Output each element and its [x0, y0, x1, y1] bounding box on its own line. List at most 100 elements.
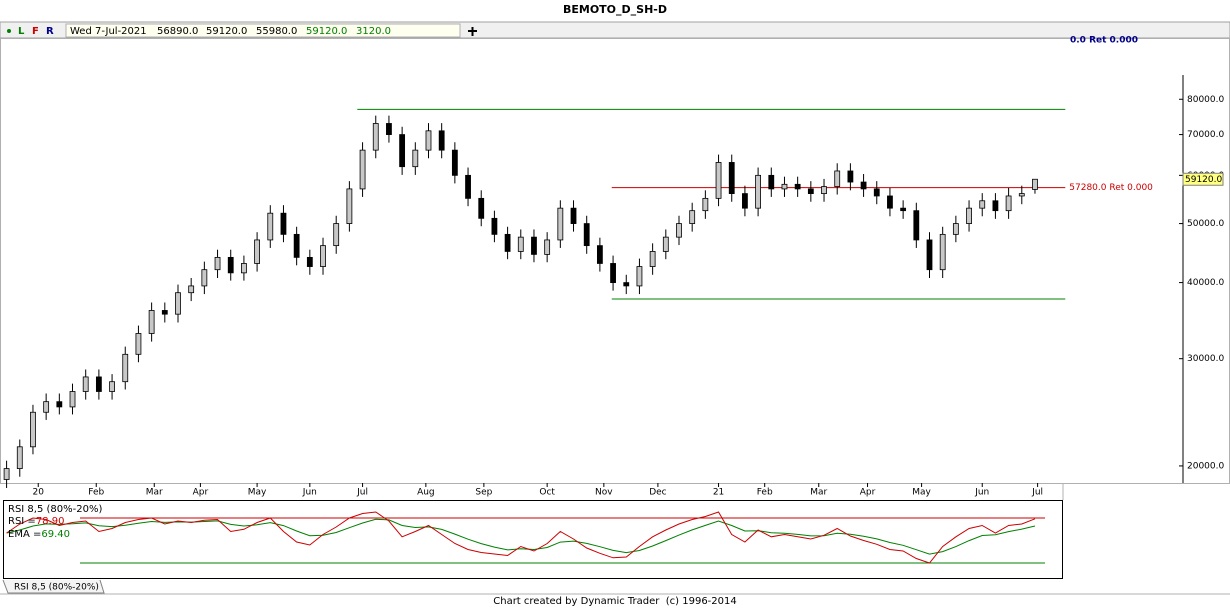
candle-body — [267, 212, 274, 241]
candle-body — [887, 195, 893, 209]
candle-body — [425, 130, 432, 151]
x-tick-label: Jun — [974, 488, 989, 498]
rsi-panel — [3, 500, 1063, 579]
candle-body — [478, 197, 485, 219]
candle-body — [69, 391, 76, 408]
candle-body — [135, 333, 142, 355]
add-button[interactable] — [468, 27, 477, 36]
candle-body — [254, 239, 260, 264]
candle-body — [465, 174, 471, 199]
candle-body — [913, 210, 920, 241]
candle-body — [1032, 178, 1038, 190]
rsi-line — [6, 518, 1036, 555]
toolbar-r[interactable]: R — [46, 26, 54, 37]
x-tick-label: Apr — [193, 488, 209, 498]
x-tick-label: Feb — [88, 488, 104, 498]
candle-body — [82, 376, 89, 392]
y-tick-label: 30000.0 — [1187, 354, 1224, 364]
candle-body — [531, 236, 537, 255]
x-tick-label: Oct — [539, 488, 555, 498]
candle-body — [399, 134, 406, 168]
candle-body — [623, 282, 630, 287]
candle-body — [280, 212, 287, 235]
candle-body — [451, 149, 458, 176]
legend-entry: EMA =69.40 — [8, 529, 70, 540]
candle-body — [979, 200, 986, 209]
candle-body — [386, 123, 392, 135]
toolbar-l[interactable]: L — [18, 26, 25, 37]
last-price-box — [1182, 172, 1224, 186]
y-tick-label: 70000.0 — [1187, 130, 1224, 140]
candle-body — [781, 183, 788, 190]
info-change: 3120.0 — [356, 26, 391, 37]
ohlc-box — [65, 23, 461, 38]
x-tick-label: Jul — [356, 488, 368, 498]
candle-body — [939, 233, 946, 271]
candle-body — [636, 266, 643, 287]
candle-body — [517, 236, 524, 252]
status-dot — [7, 29, 11, 33]
x-tick-label: Apr — [860, 488, 876, 498]
candle-body — [3, 468, 10, 480]
candle-body — [847, 170, 854, 183]
x-tick-label: Nov — [595, 488, 613, 498]
candle-body — [570, 207, 577, 224]
candle-body — [676, 223, 682, 238]
chart-title: BEMOTO_D_SH-D — [563, 3, 667, 16]
info-close: 59120.0 — [306, 26, 347, 37]
legend-value: 78.90 — [36, 516, 65, 527]
legend-value: 69.40 — [41, 529, 70, 540]
x-tick-label: Jun — [302, 488, 317, 498]
candle-body — [201, 269, 208, 287]
candle-body — [306, 256, 313, 267]
candle-body — [794, 183, 801, 190]
x-tick-label: 20 — [33, 488, 45, 498]
candle-body — [372, 123, 379, 151]
x-tick-label: Sep — [475, 488, 492, 498]
legend-entry: RSI =78.90 — [8, 516, 64, 527]
candle-body — [952, 223, 959, 235]
candle-body — [320, 245, 326, 267]
candle-body — [689, 210, 696, 224]
candle-body — [491, 217, 498, 235]
candle-body — [596, 245, 603, 264]
footer: Chart created by Dynamic Trader (c) 1996… — [493, 596, 737, 607]
candle-body — [715, 162, 722, 199]
candle-body — [438, 130, 445, 151]
candle-body — [873, 188, 880, 197]
candle-body — [649, 251, 656, 267]
candle-body — [900, 207, 907, 212]
candle-body — [768, 174, 775, 190]
candle-body — [188, 285, 195, 294]
candle-body — [175, 292, 181, 315]
y-tick-label: 80000.0 — [1187, 95, 1224, 105]
candle-body — [95, 376, 102, 392]
candle-body — [241, 263, 247, 274]
x-tick-label: Mar — [146, 488, 163, 498]
candle-body — [43, 401, 50, 413]
info-date: Wed 7-Jul-2021 — [70, 26, 147, 37]
y-tick-label: 50000.0 — [1187, 219, 1224, 229]
candle-body — [557, 207, 564, 241]
info-high: 59120.0 — [206, 26, 247, 37]
candle-body — [992, 200, 999, 212]
candle-body — [860, 181, 867, 190]
tab-shape[interactable] — [2, 579, 105, 594]
candle-body — [610, 263, 616, 283]
candle-body — [728, 162, 735, 194]
candle-body — [293, 233, 300, 258]
candle-body — [148, 310, 155, 334]
rsi-tab[interactable]: RSI 8,5 (80%-20%) — [14, 583, 99, 593]
info-low: 55980.0 — [256, 26, 297, 37]
candle-body — [359, 149, 366, 190]
candle-body — [504, 233, 511, 252]
rsi-title: RSI 8,5 (80%-20%) — [8, 504, 102, 515]
x-tick-label: Mar — [810, 488, 827, 498]
candle-body — [1018, 193, 1025, 197]
top-note: 0.0 Ret 0.000 — [1070, 36, 1138, 46]
candle-body — [109, 381, 115, 392]
toolbar-f[interactable]: F — [32, 26, 39, 37]
candle-body — [966, 207, 972, 224]
